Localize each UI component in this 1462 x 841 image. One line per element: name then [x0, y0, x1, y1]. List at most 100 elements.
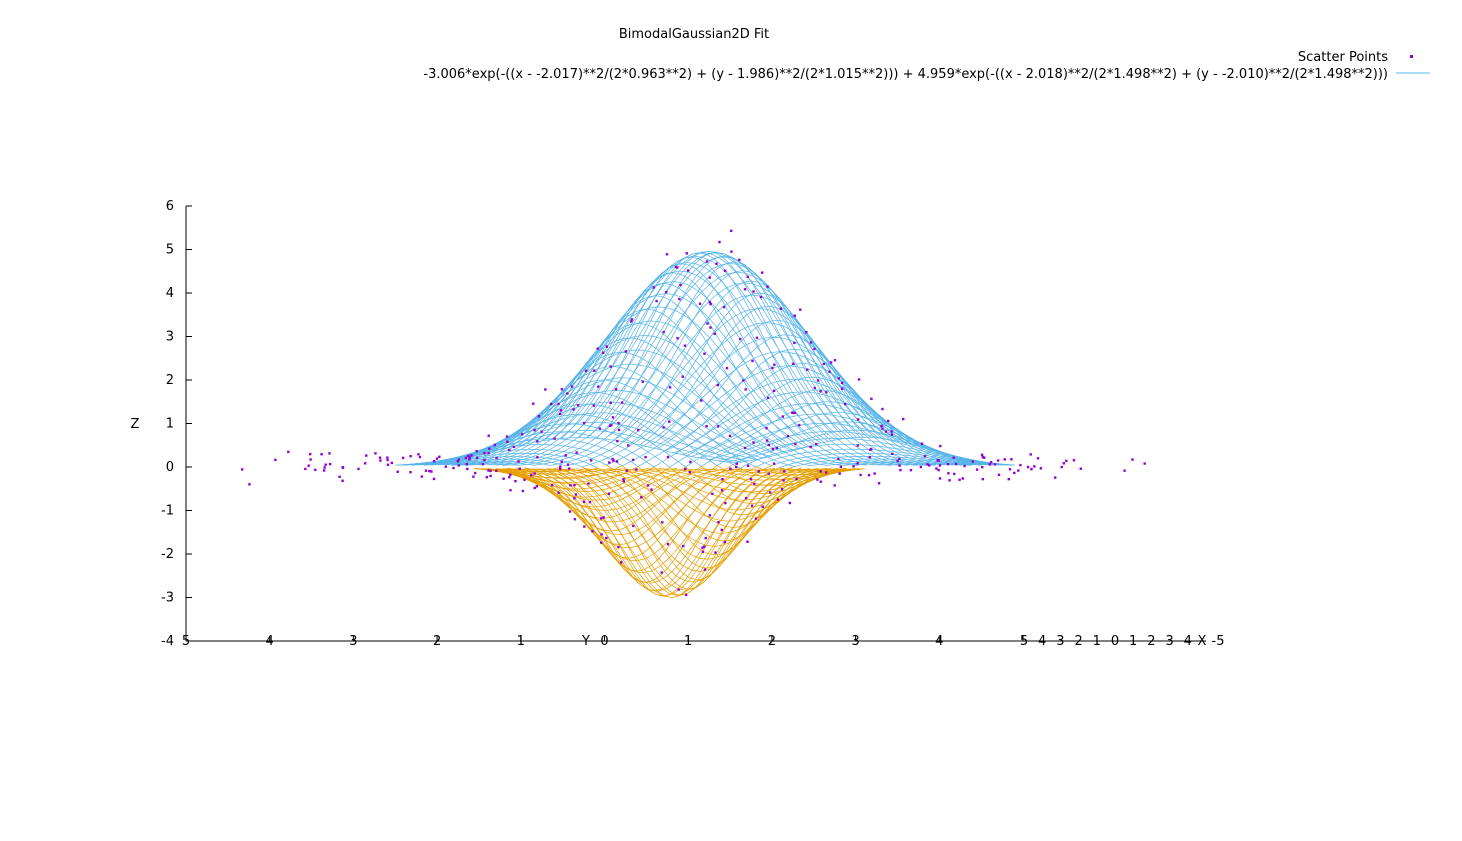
surface-mesh-line [773, 456, 783, 461]
surface-mesh-line [658, 337, 668, 351]
surface-mesh-line [803, 433, 812, 441]
surface-mesh-line [671, 439, 681, 443]
surface-mesh-line [707, 250, 717, 253]
surface-mesh-line [618, 338, 627, 354]
surface-mesh-line [734, 491, 743, 501]
surface-mesh-line [751, 280, 761, 294]
surface-mesh-line [733, 535, 742, 548]
surface-mesh-line [752, 497, 762, 500]
surface-mesh-line [644, 350, 654, 353]
surface-mesh-line [711, 357, 721, 368]
surface-mesh-line [649, 363, 658, 370]
surface-mesh-line [560, 482, 570, 490]
surface-mesh-line [670, 288, 680, 301]
surface-mesh-line [632, 376, 642, 389]
surface-mesh-line [580, 476, 590, 482]
surface-mesh-line [613, 377, 623, 379]
surface-mesh-line [833, 449, 842, 454]
surface-mesh-line [677, 547, 686, 557]
surface-mesh-line [478, 459, 488, 462]
surface-mesh-line [823, 412, 831, 414]
surface-mesh-line [558, 424, 568, 428]
surface-mesh-line [712, 377, 722, 387]
surface-mesh-line [544, 433, 552, 441]
surface-mesh-line [873, 435, 882, 439]
surface-mesh-line [665, 446, 673, 452]
surface-mesh-line [797, 441, 807, 448]
surface-mesh-line [796, 363, 804, 365]
surface-mesh-line [743, 282, 752, 296]
surface-mesh-line [628, 558, 638, 572]
surface-mesh-line [687, 507, 698, 519]
surface-mesh-line [639, 451, 649, 458]
surface-mesh-line [658, 558, 668, 569]
surface-mesh-line [653, 461, 663, 468]
surface-mesh-line [624, 324, 634, 330]
surface-mesh-line [670, 538, 679, 549]
surface-mesh-line [758, 365, 768, 379]
surface-mesh-line [592, 495, 600, 498]
surface-mesh-line [740, 417, 750, 426]
surface-mesh-line [700, 328, 711, 339]
surface-mesh-line [615, 498, 623, 503]
surface-mesh-line [760, 371, 769, 385]
surface-mesh-line [776, 486, 786, 489]
surface-mesh-line [803, 363, 811, 365]
surface-mesh-line [778, 334, 787, 336]
surface-mesh-line [638, 468, 647, 471]
surface-mesh-line [716, 544, 724, 558]
surface-mesh-line [952, 455, 962, 459]
surface-mesh-line [713, 480, 724, 490]
surface-mesh-line [856, 400, 866, 412]
surface-mesh-line [691, 406, 701, 413]
surface-mesh-line [747, 416, 757, 422]
surface-mesh-line [618, 527, 626, 531]
surface-mesh-line [581, 426, 592, 435]
surface-mesh-line [685, 398, 694, 407]
surface-mesh-line [772, 490, 781, 494]
surface-mesh-line [786, 436, 794, 444]
surface-mesh-line [721, 336, 731, 345]
surface-mesh-line [735, 282, 744, 285]
surface-mesh-line [789, 436, 799, 443]
surface-mesh-line [620, 426, 629, 434]
surface-mesh-line [701, 569, 710, 581]
surface-mesh-line [871, 440, 881, 443]
surface-mesh-line [598, 354, 608, 369]
surface-mesh-line [771, 462, 781, 466]
surface-mesh-line [558, 487, 566, 495]
surface-mesh-line [695, 349, 703, 362]
surface-mesh-line [507, 458, 516, 462]
surface-mesh-line [748, 424, 758, 432]
surface-mesh-line [876, 431, 886, 440]
surface-mesh-line [600, 394, 610, 406]
surface-mesh-line [573, 476, 583, 483]
surface-mesh-line [647, 446, 658, 453]
surface-mesh-line [715, 306, 725, 318]
surface-mesh-line [824, 362, 834, 371]
surface-mesh-line [518, 440, 526, 446]
surface-mesh-line [603, 477, 613, 483]
surface-mesh-line [829, 460, 837, 463]
surface-mesh-line [765, 355, 774, 361]
surface-mesh-line [618, 555, 628, 561]
surface-mesh-line [703, 266, 713, 274]
surface-mesh-line [649, 500, 659, 508]
surface-mesh-line [776, 303, 786, 311]
surface-mesh-line [728, 440, 737, 447]
surface-mesh-line [659, 405, 668, 415]
surface-mesh-line [650, 306, 659, 322]
surface-mesh-line [831, 423, 839, 432]
surface-mesh-line [787, 462, 797, 466]
surface-mesh-line [584, 362, 592, 375]
surface-mesh-line [627, 539, 635, 544]
surface-mesh-line [928, 447, 937, 452]
surface-mesh-line [551, 459, 561, 463]
surface-mesh-line [625, 304, 635, 318]
surface-mesh-line [538, 468, 548, 471]
surface-mesh-line [599, 468, 609, 471]
surface-mesh-line [736, 499, 744, 511]
surface-mesh-line [757, 456, 767, 461]
surface-mesh-line [670, 360, 680, 367]
surface-mesh-line [727, 499, 736, 510]
